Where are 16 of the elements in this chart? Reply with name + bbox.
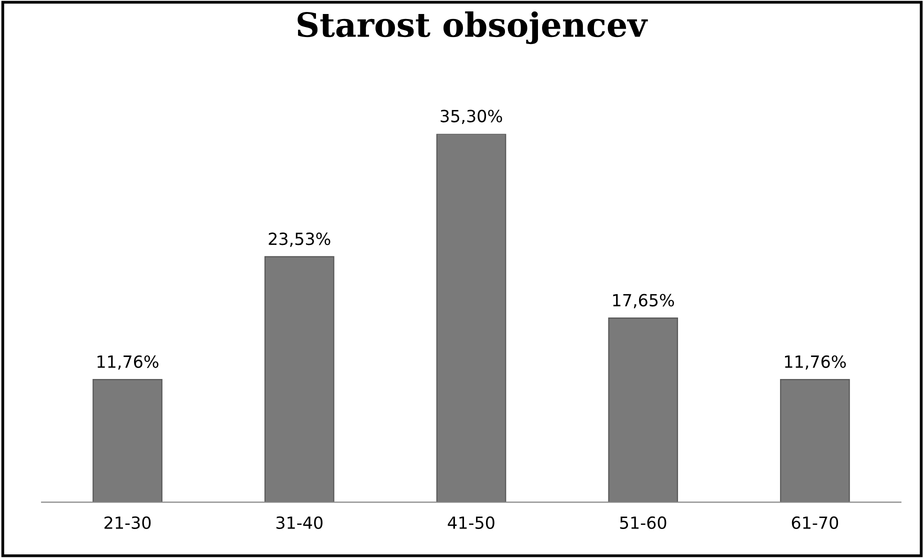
bar [780,378,850,502]
x-tick-label: 51-60 [620,516,666,529]
x-tick-label: 41-50 [448,516,494,529]
data-label: 35,30% [440,110,502,124]
x-tick-label: 61-70 [792,516,838,529]
bar [92,378,162,502]
data-label: 11,76% [98,355,158,370]
bar [436,134,506,502]
x-tick-label: 21-30 [104,516,151,529]
x-tick-label: 31-40 [276,516,322,529]
bar [608,318,678,502]
bar [264,256,334,502]
data-label: 11,76% [785,355,846,370]
chart-title: Starost obsojencev [298,11,648,44]
data-label: 23,53% [268,232,330,247]
data-label: 17,65% [613,294,674,308]
